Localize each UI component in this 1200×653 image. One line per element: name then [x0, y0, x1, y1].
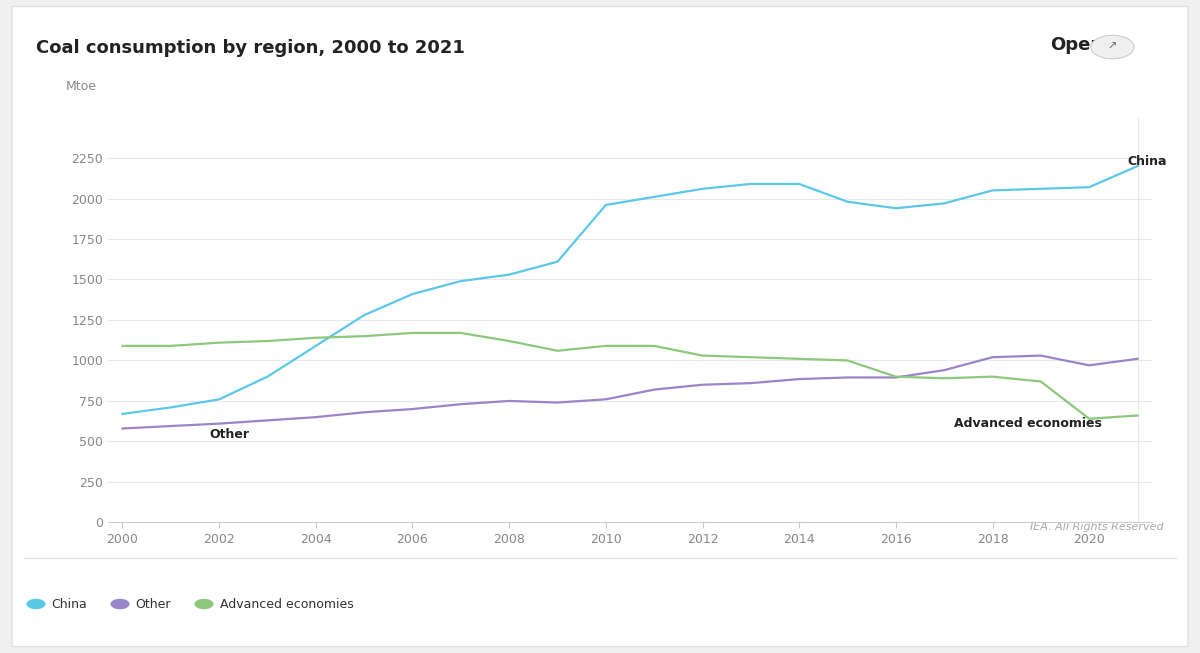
Text: Open: Open [1050, 36, 1103, 54]
Text: Advanced economies: Advanced economies [954, 417, 1102, 430]
FancyBboxPatch shape [12, 7, 1188, 646]
Text: IEA. All Rights Reserved: IEA. All Rights Reserved [1031, 522, 1164, 532]
Text: Other: Other [136, 597, 172, 611]
Text: China: China [1128, 155, 1168, 168]
Circle shape [26, 599, 46, 609]
Circle shape [110, 599, 130, 609]
Circle shape [194, 599, 214, 609]
Circle shape [1091, 35, 1134, 59]
Text: Coal consumption by region, 2000 to 2021: Coal consumption by region, 2000 to 2021 [36, 39, 464, 57]
Text: Mtoe: Mtoe [66, 80, 97, 93]
Text: ↗: ↗ [1108, 42, 1117, 52]
Text: China: China [52, 597, 88, 611]
Text: Other: Other [210, 428, 250, 441]
Text: Advanced economies: Advanced economies [220, 597, 353, 611]
